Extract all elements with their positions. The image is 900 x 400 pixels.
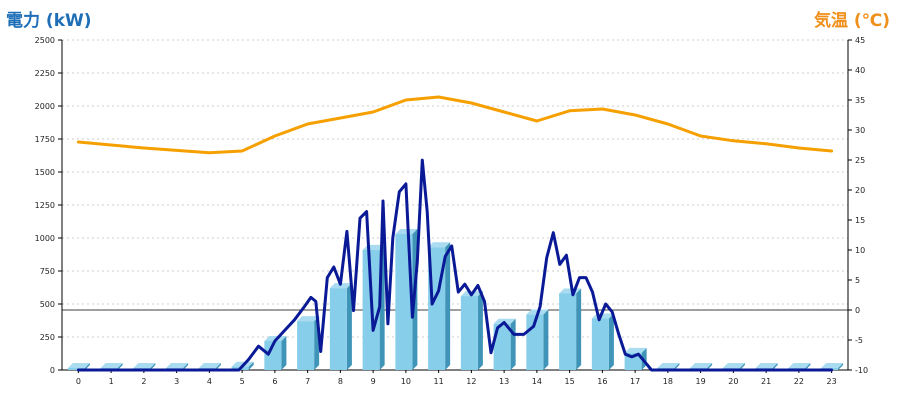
bar-side-22 bbox=[805, 363, 811, 370]
x-tick-label-11: 11 bbox=[434, 377, 444, 386]
right-tick-label-9: 35 bbox=[855, 96, 865, 105]
power-line bbox=[76, 158, 834, 372]
bar-top-8 bbox=[329, 283, 352, 289]
bar-top-23 bbox=[821, 363, 844, 369]
bar-side-21 bbox=[772, 363, 778, 370]
left-tick-label-0: 0 bbox=[50, 366, 55, 375]
bar-7 bbox=[297, 321, 315, 370]
right-axis-title: 気温 (℃) bbox=[813, 11, 890, 31]
bar-15 bbox=[559, 293, 577, 370]
left-tick-label-3: 750 bbox=[40, 267, 55, 276]
bar-0 bbox=[67, 368, 85, 370]
left-tick-label-9: 2250 bbox=[35, 69, 55, 78]
left-tick-label-1: 250 bbox=[40, 333, 55, 342]
temperature-line bbox=[76, 95, 834, 155]
bar-top-17 bbox=[624, 347, 647, 353]
bar-side-14 bbox=[543, 309, 549, 370]
bar-side-20 bbox=[739, 363, 745, 370]
x-tick-label-0: 0 bbox=[76, 377, 81, 386]
bar-side-18 bbox=[674, 363, 680, 370]
bar-top-3 bbox=[166, 363, 189, 369]
x-tick-label-23: 23 bbox=[827, 377, 837, 386]
left-tick-label-5: 1250 bbox=[35, 201, 55, 210]
x-tick-label-17: 17 bbox=[630, 377, 640, 386]
left-tick-label-10: 2500 bbox=[35, 36, 55, 45]
x-tick-label-4: 4 bbox=[207, 377, 212, 386]
bar-10 bbox=[395, 234, 413, 370]
bar-top-7 bbox=[297, 316, 320, 322]
x-tick-label-21: 21 bbox=[761, 377, 771, 386]
bar-side-11 bbox=[445, 242, 451, 370]
bar-side-0 bbox=[84, 363, 90, 370]
x-tick-label-1: 1 bbox=[109, 377, 114, 386]
x-tick-label-10: 10 bbox=[401, 377, 411, 386]
right-tick-label-11: 45 bbox=[855, 36, 865, 45]
bar-top-4 bbox=[198, 363, 221, 369]
x-tick-label-3: 3 bbox=[174, 377, 179, 386]
left-axis-title: 電力 (kW) bbox=[6, 11, 92, 31]
x-tick-label-8: 8 bbox=[338, 377, 343, 386]
right-tick-label-3: 5 bbox=[855, 276, 860, 285]
bar-side-2 bbox=[150, 363, 156, 370]
left-tick-label-8: 2000 bbox=[35, 102, 55, 111]
bar-top-18 bbox=[657, 363, 680, 369]
right-tick-label-6: 20 bbox=[855, 186, 865, 195]
x-tick-label-6: 6 bbox=[272, 377, 277, 386]
bar-top-10 bbox=[395, 229, 418, 235]
bar-top-19 bbox=[690, 363, 713, 369]
bar-8 bbox=[329, 288, 347, 370]
bar-side-5 bbox=[248, 361, 254, 370]
bar-12 bbox=[460, 296, 478, 370]
bar-top-1 bbox=[100, 363, 123, 369]
bar-side-12 bbox=[477, 291, 483, 370]
x-tick-label-7: 7 bbox=[305, 377, 310, 386]
x-tick-label-22: 22 bbox=[794, 377, 804, 386]
x-tick-label-5: 5 bbox=[240, 377, 245, 386]
right-tick-label-4: 10 bbox=[855, 246, 865, 255]
x-tick-label-18: 18 bbox=[663, 377, 673, 386]
x-tick-label-16: 16 bbox=[597, 377, 607, 386]
bar-side-19 bbox=[707, 363, 713, 370]
bar-top-0 bbox=[67, 363, 90, 369]
bar-side-1 bbox=[117, 363, 123, 370]
bar-side-3 bbox=[183, 363, 189, 370]
right-tick-label-2: 0 bbox=[855, 306, 860, 315]
bar-side-23 bbox=[838, 363, 844, 370]
x-tick-label-14: 14 bbox=[532, 377, 542, 386]
right-tick-label-10: 40 bbox=[855, 66, 865, 75]
x-tick-label-15: 15 bbox=[565, 377, 575, 386]
bar-top-22 bbox=[788, 363, 811, 369]
x-tick-label-9: 9 bbox=[371, 377, 376, 386]
left-tick-label-2: 500 bbox=[40, 300, 55, 309]
bar-side-15 bbox=[576, 288, 582, 370]
bar-top-11 bbox=[428, 242, 451, 248]
left-tick-label-7: 1750 bbox=[35, 135, 55, 144]
x-tick-label-12: 12 bbox=[466, 377, 476, 386]
x-tick-label-2: 2 bbox=[141, 377, 146, 386]
right-tick-label-5: 15 bbox=[855, 216, 865, 225]
bar-top-2 bbox=[133, 363, 156, 369]
left-tick-label-6: 1500 bbox=[35, 168, 55, 177]
x-tick-label-19: 19 bbox=[696, 377, 706, 386]
bar-side-13 bbox=[510, 318, 516, 370]
left-tick-label-4: 1000 bbox=[35, 234, 55, 243]
bar-6 bbox=[264, 340, 282, 370]
bar-side-4 bbox=[215, 363, 221, 370]
bar-top-21 bbox=[755, 363, 778, 369]
right-tick-label-0: -10 bbox=[855, 366, 868, 375]
bar-top-20 bbox=[722, 363, 745, 369]
bar-16 bbox=[591, 318, 609, 370]
bar-side-16 bbox=[608, 313, 614, 370]
right-tick-label-7: 25 bbox=[855, 156, 865, 165]
x-tick-label-13: 13 bbox=[499, 377, 509, 386]
bar-13 bbox=[493, 323, 511, 370]
right-tick-label-8: 30 bbox=[855, 126, 865, 135]
bar-side-8 bbox=[346, 283, 352, 370]
bar-side-6 bbox=[281, 335, 287, 370]
x-tick-label-20: 20 bbox=[728, 377, 738, 386]
right-tick-label-1: -5 bbox=[855, 336, 863, 345]
